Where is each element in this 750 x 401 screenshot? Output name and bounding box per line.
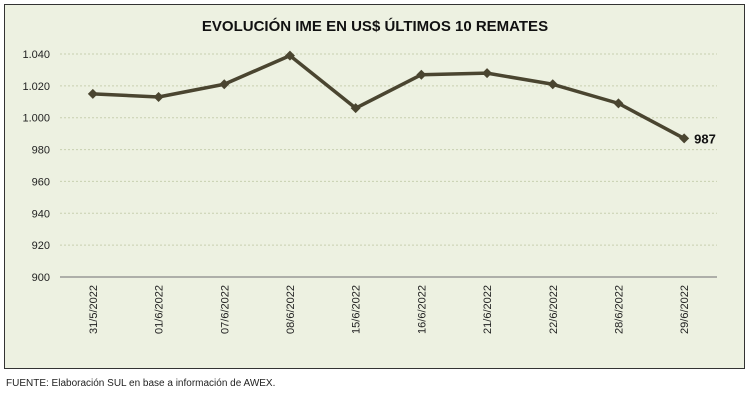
- y-tick-label: 980: [32, 145, 50, 157]
- data-point: [350, 103, 361, 114]
- x-tick-label: 01/6/2022: [154, 285, 166, 334]
- y-tick-label: 960: [32, 176, 50, 188]
- y-tick-label: 920: [32, 240, 50, 252]
- y-tick-label: 940: [32, 208, 50, 220]
- x-tick-label: 28/6/2022: [613, 285, 625, 334]
- y-tick-label: 1.040: [22, 49, 50, 61]
- data-point: [613, 98, 624, 109]
- chart-title: EVOLUCIÓN IME EN US$ ÚLTIMOS 10 REMATES: [201, 18, 549, 35]
- data-label: 987: [694, 131, 716, 146]
- source-note: FUENTE: Elaboración SUL en base a inform…: [6, 378, 276, 389]
- x-tick-label: 29/6/2022: [679, 285, 691, 334]
- y-tick-label: 1.000: [22, 113, 50, 125]
- data-point: [87, 88, 98, 99]
- x-tick-label: 15/6/2022: [351, 285, 363, 334]
- x-tick-label: 08/6/2022: [285, 285, 297, 334]
- y-tick-label: 900: [32, 272, 50, 284]
- x-tick-label: 07/6/2022: [219, 285, 231, 334]
- chart-frame: [4, 4, 745, 369]
- data-point: [416, 69, 427, 80]
- x-tick-label: 22/6/2022: [548, 285, 560, 334]
- data-point: [153, 92, 164, 103]
- x-tick-label: 31/5/2022: [88, 285, 100, 334]
- x-tick-label: 16/6/2022: [416, 285, 428, 334]
- x-tick-label: 21/6/2022: [482, 285, 494, 334]
- series-line: [92, 53, 685, 140]
- data-point: [219, 79, 230, 90]
- y-tick-label: 1.020: [22, 81, 50, 93]
- data-point: [547, 79, 558, 90]
- data-point: [679, 133, 690, 144]
- data-point: [284, 50, 295, 61]
- data-point: [482, 68, 493, 79]
